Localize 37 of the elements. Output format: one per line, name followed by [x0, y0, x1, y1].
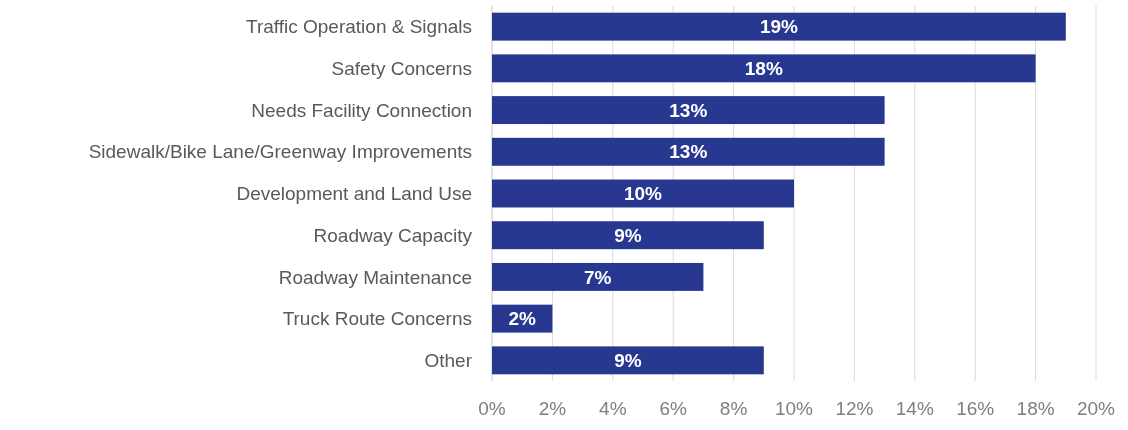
y-tick-label: Needs Facility Connection [251, 99, 472, 121]
y-tick-label: Roadway Maintenance [278, 266, 472, 288]
y-tick-label: Development and Land Use [236, 183, 472, 205]
data-label: 9% [614, 224, 642, 246]
data-label: 9% [614, 350, 642, 371]
x-tick-label: 10% [774, 397, 814, 419]
y-tick-label: Truck Route Concerns [282, 308, 472, 330]
data-label: 10% [623, 183, 663, 205]
y-tick-label: Other [424, 350, 473, 371]
x-tick-label: 0% [478, 397, 506, 419]
x-tick-label: 6% [659, 397, 688, 419]
bar [492, 54, 1036, 83]
x-tick-label: 8% [719, 397, 748, 419]
x-tick-label: 20% [1076, 397, 1116, 419]
x-tick-label: 14% [895, 397, 934, 419]
y-tick-label: Safety Concerns [331, 58, 472, 80]
x-tick-label: 16% [956, 397, 995, 419]
data-label: 13% [669, 99, 708, 121]
data-label: 7% [583, 266, 612, 288]
x-tick-label: 2% [538, 397, 567, 419]
x-tick-label: 12% [835, 397, 874, 419]
x-tick-label: 4% [599, 397, 627, 419]
data-label: 13% [669, 141, 708, 163]
x-tick-label: 18% [1016, 397, 1055, 419]
y-tick-label: Sidewalk/Bike Lane/Greenway Improvements [88, 141, 472, 163]
bar [492, 137, 885, 166]
bar [492, 12, 1066, 41]
bar [492, 96, 885, 125]
bar [492, 262, 704, 291]
data-label: 18% [744, 58, 783, 80]
data-label: 19% [759, 16, 799, 38]
data-label: 2% [508, 308, 537, 330]
bar [492, 221, 764, 250]
bar [492, 179, 794, 208]
bar [492, 346, 764, 375]
y-tick-label: Roadway Capacity [313, 224, 473, 246]
y-tick-label: Traffic Operation & Signals [246, 16, 472, 38]
